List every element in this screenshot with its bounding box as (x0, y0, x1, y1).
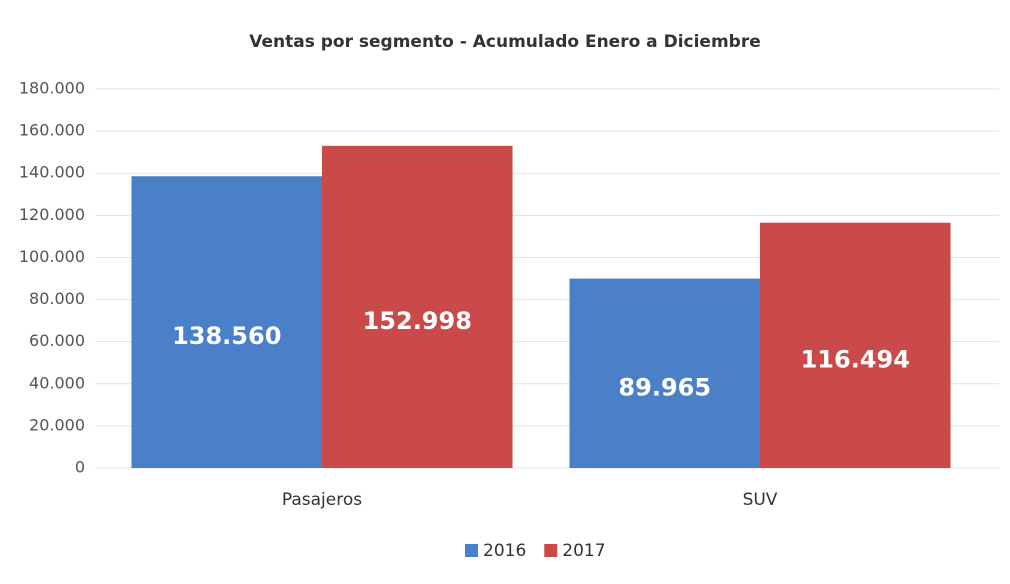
legend-swatch (544, 544, 558, 557)
chart-title: Ventas por segmento - Acumulado Enero a … (249, 32, 761, 52)
y-tick-label: 20.000 (29, 415, 85, 434)
y-tick-label: 100.000 (19, 247, 85, 266)
bar (322, 145, 513, 468)
y-tick-label: 60.000 (29, 331, 85, 350)
y-tick-label: 140.000 (19, 163, 85, 182)
x-tick-label: SUV (743, 490, 778, 510)
x-tick-label: Pasajeros (282, 490, 362, 510)
data-label: 152.998 (363, 307, 472, 335)
legend-swatch (465, 544, 478, 557)
y-tick-label: 180.000 (19, 79, 85, 98)
y-tick-label: 80.000 (29, 289, 85, 308)
bar (760, 222, 951, 468)
data-label: 138.560 (172, 322, 281, 350)
legend-label: 2016 (483, 541, 526, 561)
bar (131, 176, 322, 469)
bar (569, 278, 760, 468)
legend-label: 2017 (562, 541, 605, 561)
y-tick-label: 120.000 (19, 205, 85, 224)
y-tick-label: 160.000 (19, 121, 85, 140)
y-tick-label: 0 (75, 458, 85, 477)
y-tick-label: 40.000 (29, 373, 85, 392)
data-label: 116.494 (801, 345, 910, 373)
data-label: 89.965 (618, 373, 711, 401)
